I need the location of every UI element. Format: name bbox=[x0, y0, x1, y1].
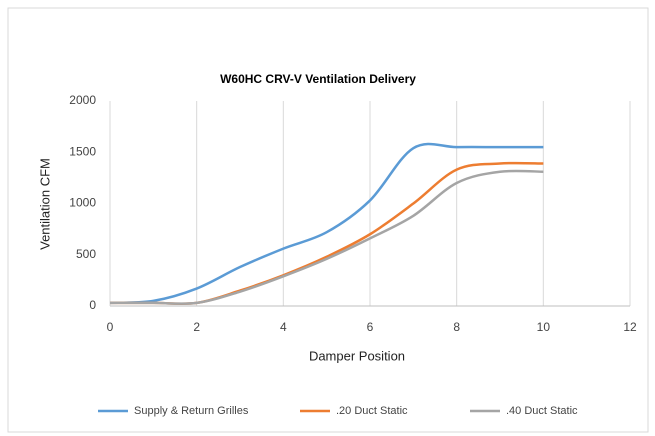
legend-label: .20 Duct Static bbox=[336, 405, 408, 417]
y-tick-label: 500 bbox=[76, 247, 96, 261]
x-tick-label: 12 bbox=[623, 320, 637, 334]
legend-label: Supply & Return Grilles bbox=[134, 405, 249, 417]
series-line bbox=[110, 169, 544, 306]
x-axis-title: Damper Position bbox=[309, 348, 405, 363]
x-tick-label: 4 bbox=[280, 320, 287, 334]
x-tick-label: 10 bbox=[537, 320, 551, 334]
legend-label: .40 Duct Static bbox=[506, 405, 578, 417]
x-tick-label: 2 bbox=[193, 320, 200, 334]
y-axis-title: Ventilation CFM bbox=[37, 158, 52, 250]
x-tick-label: 6 bbox=[367, 320, 374, 334]
chart-title: W60HC CRV-V Ventilation Delivery bbox=[220, 72, 416, 86]
y-tick-label: 1000 bbox=[69, 196, 96, 210]
x-tick-label: 8 bbox=[453, 320, 460, 334]
y-tick-label: 1500 bbox=[69, 144, 96, 158]
y-tick-label: 0 bbox=[89, 298, 96, 312]
chart-border bbox=[7, 7, 649, 433]
x-tick-label: 0 bbox=[107, 320, 114, 334]
series-line bbox=[109, 142, 544, 305]
y-tick-label: 2000 bbox=[69, 93, 96, 107]
